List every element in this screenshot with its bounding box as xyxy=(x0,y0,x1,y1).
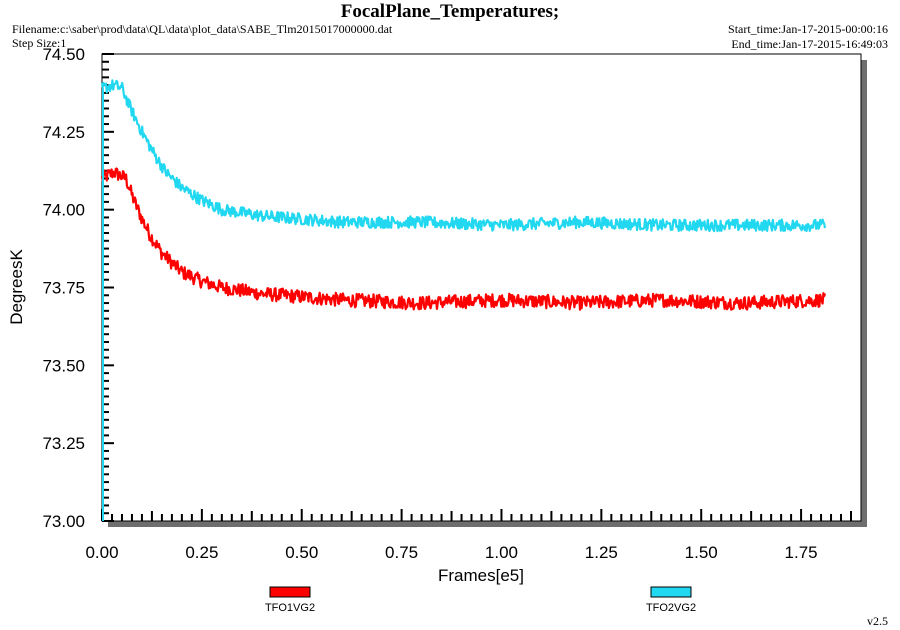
y-tick-label: 73.75 xyxy=(42,279,85,298)
legend-swatch-tfo1vg2 xyxy=(269,586,311,598)
legend-swatch-tfo2vg2 xyxy=(650,586,692,598)
y-tick-label: 74.50 xyxy=(42,45,85,64)
y-axis-title: DegreesK xyxy=(7,249,26,325)
x-tick-label: 0.25 xyxy=(185,543,218,562)
legend-label-tfo1vg2: TFO1VG2 xyxy=(265,602,315,614)
x-tick-label: 1.25 xyxy=(585,543,618,562)
x-tick-label: 1.00 xyxy=(485,543,518,562)
chart-title: FocalPlane_Temperatures; xyxy=(340,1,560,22)
series-line-tfo2vg2 xyxy=(100,79,827,233)
x-tick-label: 0.50 xyxy=(285,543,318,562)
legend: TFO1VG2 TFO2VG2 xyxy=(265,586,696,614)
x-tick-label: 1.50 xyxy=(685,543,718,562)
series-line-tfo1vg2 xyxy=(100,167,827,311)
end-time-label: End_time:Jan-17-2015-16:49:03 xyxy=(731,37,888,51)
version-label: v2.5 xyxy=(867,614,888,628)
start-time-label: Start_time:Jan-17-2015-00:00:16 xyxy=(728,22,888,36)
x-tick-label: 0.75 xyxy=(385,543,418,562)
x-tick-label: 0.00 xyxy=(85,543,118,562)
filename-label: Filename:c:\saber\prod\data\QL\data\plot… xyxy=(12,22,393,36)
legend-label-tfo2vg2: TFO2VG2 xyxy=(646,602,696,614)
step-size-label: Step Size:1 xyxy=(12,36,67,50)
x-axis-title: Frames[e5] xyxy=(438,566,524,585)
tick-labels: 0.00 0.25 0.50 0.75 1.00 1.25 1.50 1.75 73.00 73.… xyxy=(42,45,817,562)
x-tick-label: 1.75 xyxy=(785,543,818,562)
y-tick-label: 74.00 xyxy=(42,201,85,220)
y-tick-label: 73.25 xyxy=(42,434,85,453)
y-tick-label: 73.00 xyxy=(42,512,85,531)
y-tick-label: 73.50 xyxy=(42,356,85,375)
series-layer xyxy=(100,79,827,521)
y-tick-label: 74.25 xyxy=(42,123,85,142)
